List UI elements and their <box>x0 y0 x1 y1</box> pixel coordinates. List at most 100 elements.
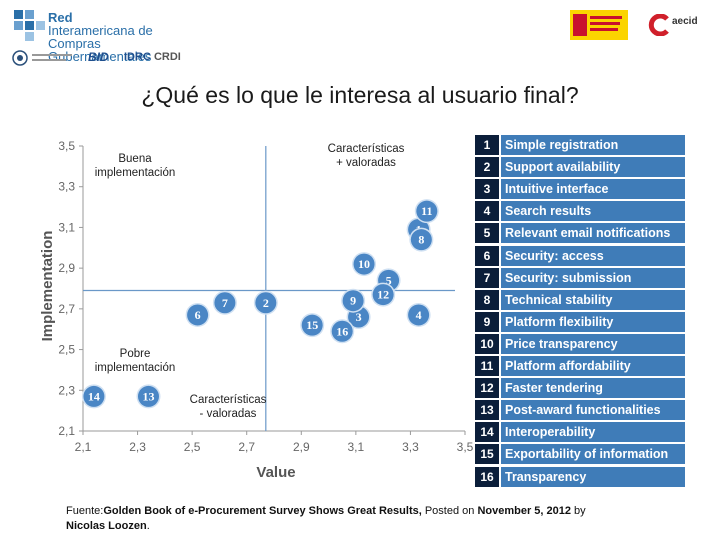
legend-label: Search results <box>501 201 685 222</box>
legend-row: 2 Support availability <box>475 157 685 178</box>
data-point-label: 16 <box>336 324 348 338</box>
quadrant-label-line: implementación <box>95 362 176 374</box>
legend-label: Relevant email notifications <box>501 223 685 244</box>
data-point-label: 12 <box>377 288 389 302</box>
legend-label: Exportability of information <box>501 444 685 465</box>
source-title: Golden Book of e-Procurement Survey Show… <box>103 505 422 517</box>
legend-row: 1 Simple registration <box>475 135 685 155</box>
quadrant-label-line: - valoradas <box>200 408 257 420</box>
data-point-label: 9 <box>350 294 356 308</box>
y-tick-label: 2,9 <box>58 261 75 275</box>
bid-logo-text: BID <box>88 50 109 64</box>
legend-label: Price transparency <box>501 333 685 354</box>
legend-row: 15 Exportability of information <box>475 444 685 465</box>
legend-number: 13 <box>475 400 499 421</box>
legend-row: 10 Price transparency <box>475 333 685 354</box>
quadrant-label: Características + valoradas <box>328 143 405 169</box>
x-tick-label: 3,1 <box>348 440 365 454</box>
legend-number: 3 <box>475 179 499 200</box>
source-by: by <box>571 505 586 517</box>
x-tick-label: 2,9 <box>293 440 310 454</box>
data-points: 12345678910111213141516 <box>81 199 439 409</box>
x-tick-label: 2,7 <box>238 440 255 454</box>
legend-label: Simple registration <box>501 135 685 155</box>
legend-number: 9 <box>475 311 499 332</box>
oas-seal-logo <box>12 50 72 66</box>
data-point-15 <box>301 314 323 336</box>
legend-label: Faster tendering <box>501 378 685 399</box>
source-author: Nicolas Loozen <box>66 520 147 532</box>
legend-row: 5 Relevant email notifications <box>475 223 685 244</box>
legend-label: Post-award functionalities <box>501 400 685 421</box>
legend-number: 10 <box>475 333 499 354</box>
data-point-label: 4 <box>416 308 422 322</box>
logo-line1: Red <box>48 10 73 25</box>
x-tick-label: 2,5 <box>184 440 201 454</box>
legend-row: 16 Transparency <box>475 466 685 487</box>
x-tick-label: 3,3 <box>402 440 419 454</box>
legend-number: 11 <box>475 356 499 376</box>
ricg-logo: Red Interamericana de Compras Gubernamen… <box>12 8 192 63</box>
legend-number: 6 <box>475 245 499 266</box>
y-tick-label: 2,1 <box>58 424 75 438</box>
x-tick-label: 2,1 <box>75 440 92 454</box>
source-posted: Posted on <box>421 505 478 517</box>
legend-label: Transparency <box>501 466 685 487</box>
legend-number: 5 <box>475 223 499 244</box>
crdi-logo-text: CRDI <box>153 51 181 63</box>
y-tick-label: 3,5 <box>58 139 75 153</box>
legend-label: Platform flexibility <box>501 311 685 332</box>
data-point-8 <box>410 229 432 251</box>
data-point-6 <box>187 304 209 326</box>
data-point-9 <box>342 290 364 312</box>
legend-number: 8 <box>475 289 499 310</box>
legend-row: 12 Faster tendering <box>475 378 685 399</box>
source-period: . <box>146 520 150 532</box>
data-point-2 <box>255 292 277 314</box>
quadrant-label: Pobre implementación <box>95 348 176 374</box>
bid-logo: BID <box>84 50 109 66</box>
slide-title: ¿Qué es lo que le interesa al usuario fi… <box>141 82 579 108</box>
quadrant-label: Características - valoradas <box>190 394 267 420</box>
data-point-4 <box>408 304 430 326</box>
legend-label: Security: access <box>501 245 685 266</box>
data-point-label: 10 <box>358 257 370 271</box>
legend-number: 1 <box>475 135 499 155</box>
logo-line3: Compras Gubernamentales <box>48 36 152 64</box>
aecid-logo: aecid <box>648 10 708 40</box>
legend-number: 2 <box>475 157 499 178</box>
logo-line2: Interamericana de <box>48 23 153 38</box>
y-tick-label: 3,1 <box>58 220 75 234</box>
data-point-10 <box>353 253 375 275</box>
data-point-label: 8 <box>418 233 424 247</box>
data-point-13 <box>137 385 159 407</box>
source-prefix: Fuente: <box>66 505 104 517</box>
data-point-label: 13 <box>142 389 154 403</box>
data-point-14 <box>83 385 105 407</box>
legend-label: Interoperability <box>501 422 685 443</box>
quadrant-label-line: Pobre <box>120 348 151 360</box>
data-point-16 <box>331 320 353 342</box>
data-point-7 <box>214 292 236 314</box>
idrc-logo: IDRC CRDI <box>124 51 181 63</box>
aecid-icon <box>648 14 669 36</box>
legend-number: 7 <box>475 267 499 288</box>
data-point-label: 11 <box>421 204 432 218</box>
y-tick-label: 2,3 <box>58 383 75 397</box>
legend-number: 12 <box>475 378 499 399</box>
quadrant-label-line: + valoradas <box>336 157 396 169</box>
quadrant-labels: Buena implementación Características + valo… <box>95 143 405 420</box>
source-date: November 5, 2012 <box>477 505 571 517</box>
y-tick-label: 3,3 <box>58 180 75 194</box>
scatter-chart: 2,1 2,3 2,5 2,7 2,9 3,1 3,3 3,5 2,1 2,3 2,5 2,7 2,9 3… <box>39 139 474 481</box>
legend-label: Intuitive interface <box>501 179 685 200</box>
data-point-label: 2 <box>263 296 269 310</box>
legend-row: 11 Platform affordability <box>475 356 685 376</box>
x-tick-label: 3,5 <box>457 440 474 454</box>
legend-number: 15 <box>475 444 499 465</box>
y-tick-label: 2,5 <box>58 343 75 357</box>
data-point-label: 3 <box>356 310 362 324</box>
data-point-label: 5 <box>386 273 392 287</box>
legend-label: Security: submission <box>501 267 685 288</box>
